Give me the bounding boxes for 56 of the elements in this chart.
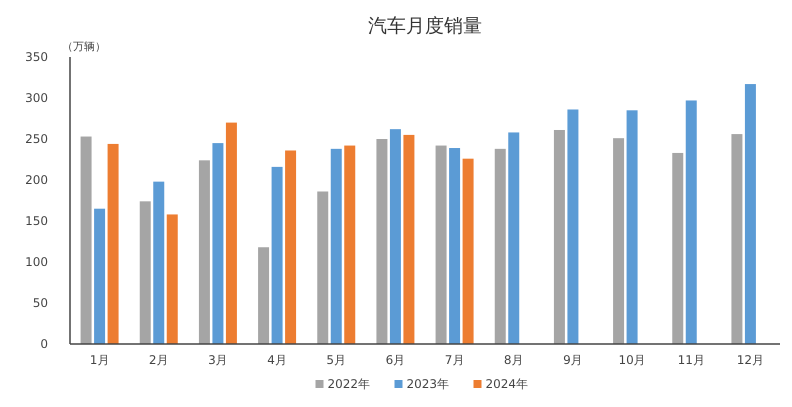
bar xyxy=(436,146,447,344)
chart-title: 汽车月度销量 xyxy=(368,15,482,37)
x-tick-label: 2月 xyxy=(148,353,169,367)
x-tick-label: 10月 xyxy=(618,353,646,367)
bar xyxy=(672,152,684,344)
legend-label: 2024年 xyxy=(486,377,528,391)
x-tick-label: 3月 xyxy=(208,353,228,367)
legend-label: 2022年 xyxy=(328,377,370,391)
bar xyxy=(94,208,106,344)
y-tick-label: 250 xyxy=(25,132,48,146)
bar xyxy=(317,191,328,344)
bar xyxy=(554,130,565,344)
bar xyxy=(403,134,414,344)
bar xyxy=(508,132,520,344)
bar xyxy=(258,247,270,344)
x-tick-label: 6月 xyxy=(386,353,406,367)
bar xyxy=(390,129,401,344)
x-tick-label: 9月 xyxy=(563,353,583,367)
y-tick-label: 0 xyxy=(40,337,48,351)
x-tick-label: 11月 xyxy=(678,353,705,367)
bar xyxy=(376,139,388,344)
bar xyxy=(344,146,356,344)
y-tick-label: 50 xyxy=(32,296,48,310)
bar xyxy=(272,166,283,344)
y-axis-title: （万辆） xyxy=(62,40,106,53)
bar xyxy=(108,144,119,344)
bar xyxy=(198,160,210,344)
y-tick-label: 300 xyxy=(25,91,48,105)
bar xyxy=(686,100,697,344)
bar xyxy=(462,158,474,344)
x-tick-label: 12月 xyxy=(736,353,764,367)
bar xyxy=(212,143,224,344)
bar xyxy=(166,214,178,344)
bar xyxy=(731,134,742,344)
x-tick-label: 1月 xyxy=(90,353,110,367)
bar xyxy=(494,148,506,344)
y-tick-label: 350 xyxy=(25,50,48,64)
bar xyxy=(626,110,638,344)
bar xyxy=(226,122,237,344)
y-tick-label: 100 xyxy=(25,255,48,269)
x-tick-label: 4月 xyxy=(267,353,287,367)
bar xyxy=(567,109,578,344)
x-tick-label: 5月 xyxy=(326,353,346,367)
legend-label: 2023年 xyxy=(406,377,450,391)
y-tick-label: 150 xyxy=(25,214,48,228)
bar xyxy=(613,138,624,344)
bar xyxy=(153,182,164,344)
bar xyxy=(449,148,460,344)
y-tick-label: 200 xyxy=(25,173,48,187)
bar xyxy=(80,136,92,344)
bar xyxy=(285,150,296,344)
bar xyxy=(330,148,342,344)
x-tick-label: 7月 xyxy=(444,353,464,367)
x-tick-label: 8月 xyxy=(504,353,524,367)
bar xyxy=(744,84,756,344)
bar xyxy=(140,201,151,344)
